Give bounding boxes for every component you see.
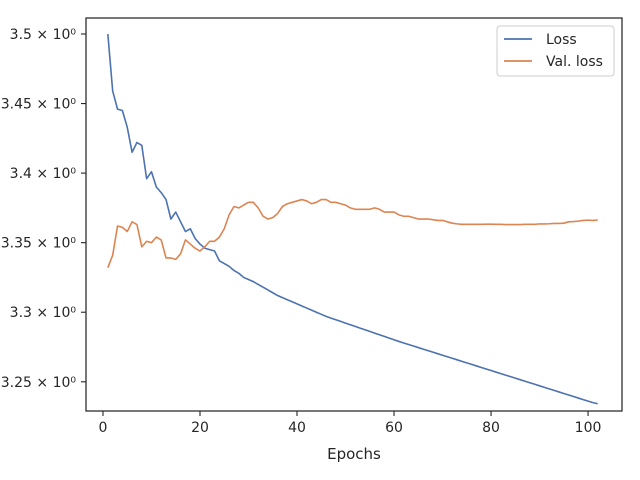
- y-tick-label: 3.35 × 10⁰: [1, 236, 77, 252]
- plot-frame: [85, 17, 623, 412]
- series-line-1: [107, 198, 598, 268]
- series-line-0: [107, 33, 598, 405]
- y-tick-label: 3.5 × 10⁰: [10, 27, 77, 43]
- x-tick-label: 40: [288, 420, 306, 436]
- x-tick-label: 0: [99, 420, 108, 436]
- legend-label: Loss: [546, 32, 577, 48]
- y-tick-label: 3.4 × 10⁰: [10, 166, 77, 182]
- legend-label: Val. loss: [546, 54, 603, 70]
- y-tick-label: 3.25 × 10⁰: [1, 375, 77, 391]
- x-axis: 0 20 40 60 80 100: [99, 411, 602, 436]
- x-axis-label: Epochs: [327, 445, 381, 463]
- x-tick-label: 20: [191, 420, 209, 436]
- legend: Loss Val. loss: [496, 25, 615, 77]
- y-axis: 3.25 × 10⁰ 3.3 × 10⁰ 3.35 × 10⁰ 3.4 × 10⁰ 3.…: [1, 27, 86, 391]
- x-tick-label: 100: [575, 420, 602, 436]
- x-tick-label: 60: [385, 420, 403, 436]
- y-tick-label: 3.45 × 10⁰: [1, 97, 77, 113]
- plot-lines: [107, 33, 598, 405]
- y-tick-label: 3.3 × 10⁰: [10, 305, 77, 321]
- x-tick-label: 80: [482, 420, 500, 436]
